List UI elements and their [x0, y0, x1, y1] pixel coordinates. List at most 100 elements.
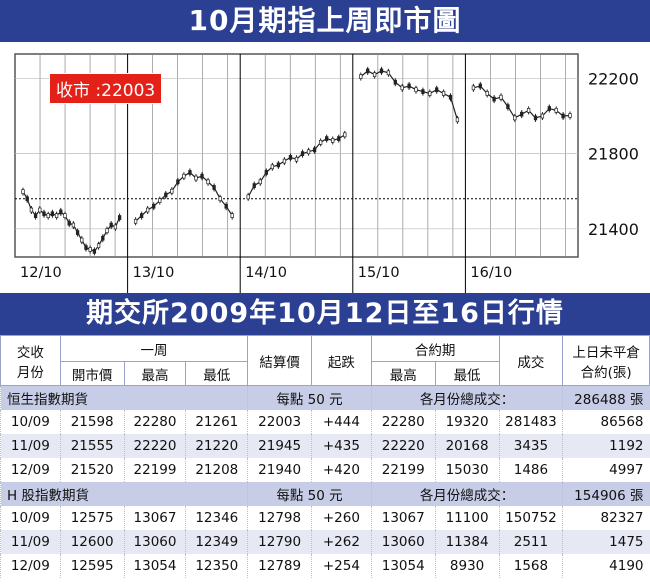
- candle-body: [448, 94, 453, 100]
- candle-body: [246, 194, 250, 200]
- candle-body: [288, 155, 293, 160]
- candle-body: [194, 175, 198, 181]
- cell-low: 21208: [185, 457, 248, 482]
- cell-open-interest: 1192: [562, 433, 650, 458]
- candle-body: [393, 79, 397, 85]
- candle-body: [139, 213, 144, 218]
- candle-body: [485, 91, 489, 96]
- cell-high: 22199: [123, 457, 186, 482]
- candle-body: [478, 83, 482, 89]
- cell-volume: 3435: [498, 433, 563, 458]
- candle-body: [435, 87, 439, 93]
- candle-body: [366, 68, 370, 74]
- cell-contract-high: 13067: [370, 505, 436, 530]
- candle-body: [50, 211, 55, 217]
- candle-body: [96, 243, 101, 249]
- candle-body: [54, 213, 59, 218]
- candle-body: [46, 213, 50, 218]
- cell-open: 21520: [59, 457, 125, 482]
- candle-body: [337, 136, 341, 141]
- candle-body: [218, 196, 222, 202]
- cell-volume: 281483: [498, 409, 563, 434]
- y-tick-label: 22200: [588, 69, 639, 88]
- cell-open-interest: 4997: [562, 457, 650, 482]
- candle-body: [21, 189, 25, 194]
- candle-body: [331, 138, 335, 143]
- candle-body: [319, 139, 323, 145]
- candle-body: [471, 85, 476, 91]
- cell-volume: 150752: [498, 505, 563, 530]
- cell-contract-low: 15030: [434, 457, 499, 482]
- candle-body: [312, 147, 317, 153]
- cell-change: +420: [311, 457, 372, 482]
- header-open: 開市價: [59, 361, 125, 386]
- candle-body: [276, 162, 281, 168]
- candle-body: [59, 209, 63, 215]
- section-total-volume: 154906 張: [562, 481, 650, 506]
- cell-change: +262: [311, 529, 372, 554]
- candle-body: [63, 213, 67, 218]
- cell-open: 21598: [59, 409, 125, 434]
- cell-low: 21261: [185, 409, 248, 434]
- cell-low: 12346: [185, 505, 248, 530]
- close-price-badge: 收市 :22003: [49, 73, 163, 104]
- cell-high: 22220: [123, 433, 186, 458]
- section-point-value: 每點 50 元: [247, 481, 372, 506]
- candle-body: [441, 91, 446, 96]
- cell-high: 13060: [123, 529, 186, 554]
- cell-contract-low: 20168: [434, 433, 499, 458]
- candle-body: [212, 185, 216, 190]
- header-low: 最低: [185, 361, 249, 386]
- cell-open-interest: 1475: [562, 529, 650, 554]
- candle-body: [88, 247, 92, 252]
- cell-settle: 22003: [247, 409, 312, 434]
- cell-high: 22280: [123, 409, 186, 434]
- candle-body: [158, 198, 162, 203]
- candle-body: [42, 211, 46, 217]
- candle-body: [540, 113, 545, 119]
- candle-body: [372, 72, 377, 78]
- cell-month: 10/09: [0, 505, 61, 530]
- candle-body: [421, 89, 425, 94]
- candle-body: [25, 196, 29, 202]
- x-tick-label: 14/10: [245, 265, 287, 281]
- candle-body: [38, 207, 42, 213]
- x-tick-label: 16/10: [470, 265, 512, 281]
- cell-month: 11/09: [0, 529, 61, 554]
- candle-body: [300, 151, 305, 156]
- candle-body: [224, 203, 228, 209]
- cell-high: 13067: [123, 505, 186, 530]
- cell-contract-low: 8930: [434, 553, 499, 578]
- candle-body: [188, 170, 192, 175]
- candle-body: [75, 230, 80, 235]
- candle-body: [561, 113, 565, 119]
- header-high: 最高: [123, 361, 187, 386]
- header-contract-high: 最高: [370, 361, 436, 386]
- candle-body: [343, 132, 347, 138]
- section-row: H 股指數期貨 每點 50 元各月份總成交： 154906 張: [0, 481, 650, 506]
- header-contract: 合約期: [370, 335, 500, 362]
- cell-change: +254: [311, 553, 372, 578]
- candle-body: [152, 203, 156, 209]
- candle-body: [499, 94, 503, 100]
- candle-body: [547, 106, 551, 111]
- candle-body: [325, 136, 329, 141]
- table-row: 11/09 21555 22220 21220 21945 +435 22220 20168 3…: [0, 433, 650, 458]
- cell-low: 21220: [185, 433, 248, 458]
- candle-body: [117, 215, 122, 220]
- x-tick-label: 13/10: [133, 265, 175, 281]
- candle-body: [164, 192, 168, 198]
- cell-month: 12/09: [0, 457, 61, 482]
- candle-body: [84, 245, 88, 250]
- candle-body: [400, 85, 404, 91]
- cell-volume: 2511: [498, 529, 563, 554]
- candle-body: [101, 235, 105, 241]
- cell-open: 21555: [59, 433, 125, 458]
- candle-body: [533, 115, 538, 121]
- table-row: 12/09 21520 22199 21208 21940 +420 22199 15030 1…: [0, 457, 650, 482]
- header-week: 一周: [59, 335, 249, 362]
- cell-settle: 12798: [247, 505, 312, 530]
- section-name: 恒生指數期貨: [0, 385, 248, 410]
- cell-contract-high: 13060: [370, 529, 436, 554]
- header-month: 交收 月份: [0, 335, 61, 386]
